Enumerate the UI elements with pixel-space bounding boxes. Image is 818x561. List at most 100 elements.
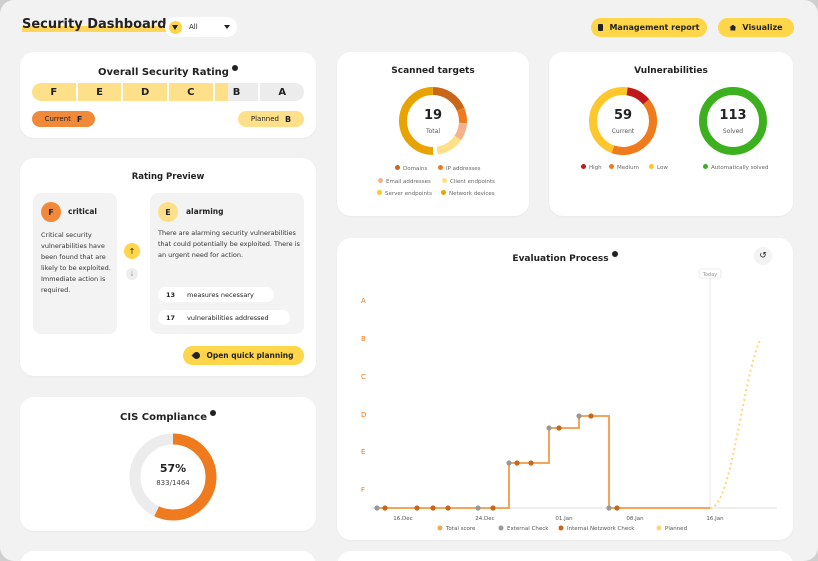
grade-cell-b: B [214, 83, 259, 101]
legend-dot [656, 525, 662, 531]
preview-right-panel: E alarming There are alarming security v… [150, 193, 304, 334]
vuln-current-label: Current [611, 128, 635, 135]
internal-check-point [588, 413, 594, 419]
y-tick-label: A [361, 297, 366, 305]
internal-check-point [514, 460, 520, 466]
legend-item: Email addresses [378, 178, 431, 185]
evaluation-title: Evaluation Process [337, 251, 793, 264]
arrow-up-button[interactable]: ↑ [124, 243, 140, 259]
grade-badge-f: F [41, 202, 61, 222]
management-report-button[interactable]: Management report [591, 18, 707, 37]
external-check-point [606, 505, 612, 511]
external-check-point [374, 505, 380, 511]
rating-preview-card: Rating Preview F critical Critical secur… [20, 158, 316, 376]
page-title: Security Dashboard [22, 17, 167, 32]
preview-left-text: Critical security vulnerabilities have b… [41, 231, 111, 294]
grade-badge-e: E [158, 202, 178, 222]
current-rating-badge: Current F [32, 111, 95, 127]
legend-label: Internal Netzwork Check [567, 526, 635, 532]
x-tick-label: 01.Jan [555, 516, 573, 522]
vuln-solved-label: Solved [722, 128, 744, 135]
internal-check-point [556, 425, 562, 431]
scanned-total-label: Total [425, 128, 440, 135]
internal-check-point [490, 505, 496, 511]
preview-right-label: alarming [186, 207, 224, 216]
scanned-targets-card: Scanned targets 19 Total Domains IP addr… [337, 52, 529, 216]
legend-item: Medium [609, 164, 639, 171]
grade-cell-c: C [169, 83, 213, 101]
x-tick-label: 24.Dec [475, 516, 494, 522]
planned-rating-badge: Planned B [238, 111, 304, 127]
stat-chip: 17 vulnerabilities addressed [158, 310, 290, 325]
legend-item: Client endpoints [442, 178, 495, 185]
internal-check-point [414, 505, 420, 511]
vulnerabilities-card: Vulnerabilities 59 Current 113 Solved Hi… [549, 52, 793, 216]
legend-dot [437, 525, 443, 531]
reset-button[interactable]: ↺ [754, 247, 772, 265]
internal-check-point [382, 505, 388, 511]
y-tick-label: B [361, 335, 366, 343]
x-tick-label: 16.Jan [706, 516, 724, 522]
external-check-point [576, 413, 582, 419]
legend-item: Automatically solved [703, 164, 769, 171]
vuln-current-donut [589, 86, 657, 155]
cis-fraction: 833/1464 [156, 479, 190, 487]
y-tick-label: F [361, 486, 365, 494]
legend-label: Planned [665, 526, 687, 532]
total-score-line [377, 415, 710, 509]
arrow-down-button[interactable]: ↓ [126, 268, 138, 280]
rocket-icon [192, 350, 202, 361]
info-icon [611, 251, 618, 257]
vuln-title: Vulnerabilities [634, 66, 708, 76]
bottom-card [20, 551, 316, 561]
preview-left-panel: F critical Critical security vulnerabili… [33, 193, 117, 334]
preview-left-label: critical [68, 207, 97, 216]
grade-cell-f: F [32, 83, 76, 101]
evaluation-chart: A B C D E F Today 16.Dec 24.Dec 01.Jan 08.Jan 16.Ja… [361, 268, 777, 532]
open-quick-planning-button[interactable]: Open quick planning [183, 346, 304, 365]
external-check-point [546, 425, 552, 431]
cis-percent: 57% [159, 462, 187, 475]
scanned-total: 19 [423, 108, 443, 123]
filter-dropdown[interactable]: All [165, 17, 237, 37]
internal-check-point [445, 505, 451, 511]
bottom-card [337, 551, 793, 561]
chevron-down-icon [224, 25, 230, 29]
y-tick-label: E [361, 448, 365, 456]
home-icon [729, 24, 737, 31]
x-tick-label: 16.Dec [393, 516, 412, 522]
info-icon [231, 65, 238, 71]
legend-dot [498, 525, 504, 531]
legend-dot [558, 525, 564, 531]
planned-line [709, 337, 762, 509]
grade-cell-a: A [260, 83, 305, 101]
scanned-title: Scanned targets [391, 66, 475, 76]
preview-title: Rating Preview [131, 172, 205, 182]
legend-item: Server endpoints [377, 190, 432, 197]
cis-title: CIS Compliance [20, 410, 316, 423]
grade-cell-e: E [77, 83, 122, 101]
internal-check-point [430, 505, 436, 511]
legend-label: External Check [507, 526, 549, 532]
today-marker [698, 268, 722, 279]
visualize-button[interactable]: Visualize [718, 18, 794, 37]
preview-right-text: There are alarming security vulnerabilit… [158, 229, 300, 259]
info-icon [209, 410, 216, 416]
vuln-solved-donut [699, 87, 767, 155]
internal-check-point [614, 505, 620, 511]
x-tick-label: 08.Jan [626, 516, 644, 522]
legend-item: Network devices [441, 190, 495, 197]
today-label: Today [702, 272, 718, 278]
rating-title: Overall Security Rating [20, 65, 316, 78]
stat-chip: 13 measures necessary [158, 287, 274, 302]
filter-icon [169, 20, 182, 34]
y-tick-label: C [361, 373, 366, 381]
cis-donut [129, 433, 217, 521]
y-tick-label: D [361, 411, 366, 419]
external-check-point [506, 460, 512, 466]
filter-value: All [189, 23, 198, 31]
legend-item: Low [649, 164, 668, 171]
external-check-point [475, 505, 481, 511]
